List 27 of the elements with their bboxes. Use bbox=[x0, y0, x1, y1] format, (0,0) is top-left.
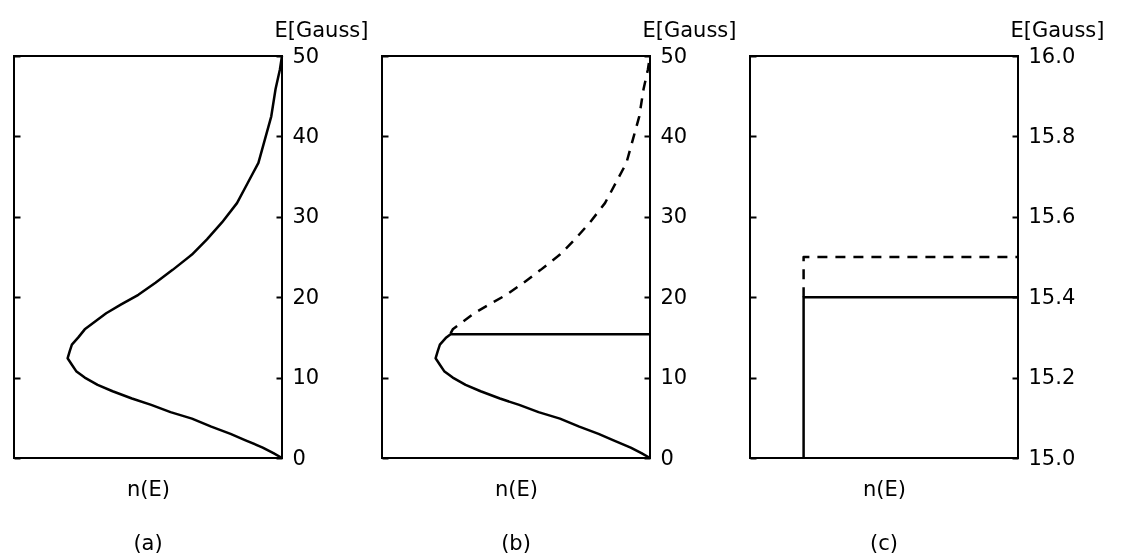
y-tick-label: 15.2 bbox=[1028, 365, 1076, 390]
x-axis-title: n(E) bbox=[495, 476, 538, 501]
text: (a) bbox=[133, 531, 163, 555]
y-tick-label: 0 bbox=[292, 445, 306, 470]
x-axis-title: n(E) bbox=[863, 476, 906, 501]
y-tick-label: 15.8 bbox=[1028, 123, 1076, 148]
y-tick-label: 50 bbox=[292, 43, 320, 68]
y-tick-label: 0 bbox=[660, 445, 674, 470]
text: (b) bbox=[501, 531, 531, 555]
x-axis-title: n(E) bbox=[127, 476, 170, 501]
y-tick-label: 20 bbox=[292, 284, 320, 309]
y-tick-label: 10 bbox=[660, 365, 688, 390]
y-axis-title: E[Gauss] bbox=[274, 17, 369, 42]
y-tick-label: 30 bbox=[660, 204, 688, 229]
y-tick-label: 20 bbox=[660, 284, 688, 309]
y-tick-label: 50 bbox=[660, 43, 688, 68]
y-tick-label: 30 bbox=[292, 204, 320, 229]
y-tick-label: 15.0 bbox=[1028, 445, 1076, 470]
y-tick-label: 15.6 bbox=[1028, 204, 1076, 229]
y-tick-label: 15.4 bbox=[1028, 284, 1076, 309]
y-axis-title: E[Gauss] bbox=[642, 17, 737, 42]
y-tick-label: 10 bbox=[292, 365, 320, 390]
text: (c) bbox=[870, 531, 898, 555]
y-axis-title: E[Gauss] bbox=[1010, 17, 1105, 42]
y-tick-label: 40 bbox=[292, 123, 320, 148]
y-tick-label: 40 bbox=[660, 123, 688, 148]
y-tick-label: 16.0 bbox=[1028, 43, 1076, 68]
